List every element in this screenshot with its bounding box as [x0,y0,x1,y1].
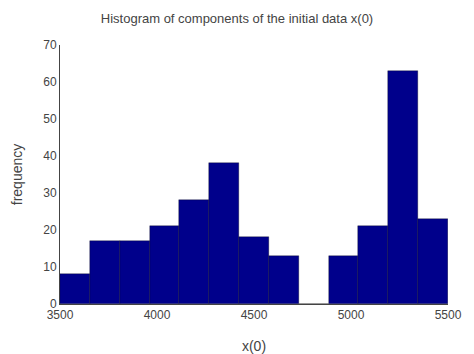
svg-text:20: 20 [43,223,57,237]
svg-text:x(0): x(0) [242,338,266,354]
svg-text:Histogram of components of the: Histogram of components of the initial d… [101,11,373,26]
svg-text:5500: 5500 [435,308,462,322]
svg-text:70: 70 [43,38,57,52]
svg-text:10: 10 [43,260,57,274]
svg-text:4000: 4000 [144,308,171,322]
svg-text:frequency: frequency [9,144,25,205]
svg-text:4500: 4500 [241,308,268,322]
svg-text:0: 0 [50,297,57,311]
svg-text:3500: 3500 [47,308,74,322]
svg-text:5000: 5000 [338,308,365,322]
svg-text:40: 40 [43,149,57,163]
svg-text:30: 30 [43,186,57,200]
svg-text:60: 60 [43,75,57,89]
svg-text:50: 50 [43,112,57,126]
